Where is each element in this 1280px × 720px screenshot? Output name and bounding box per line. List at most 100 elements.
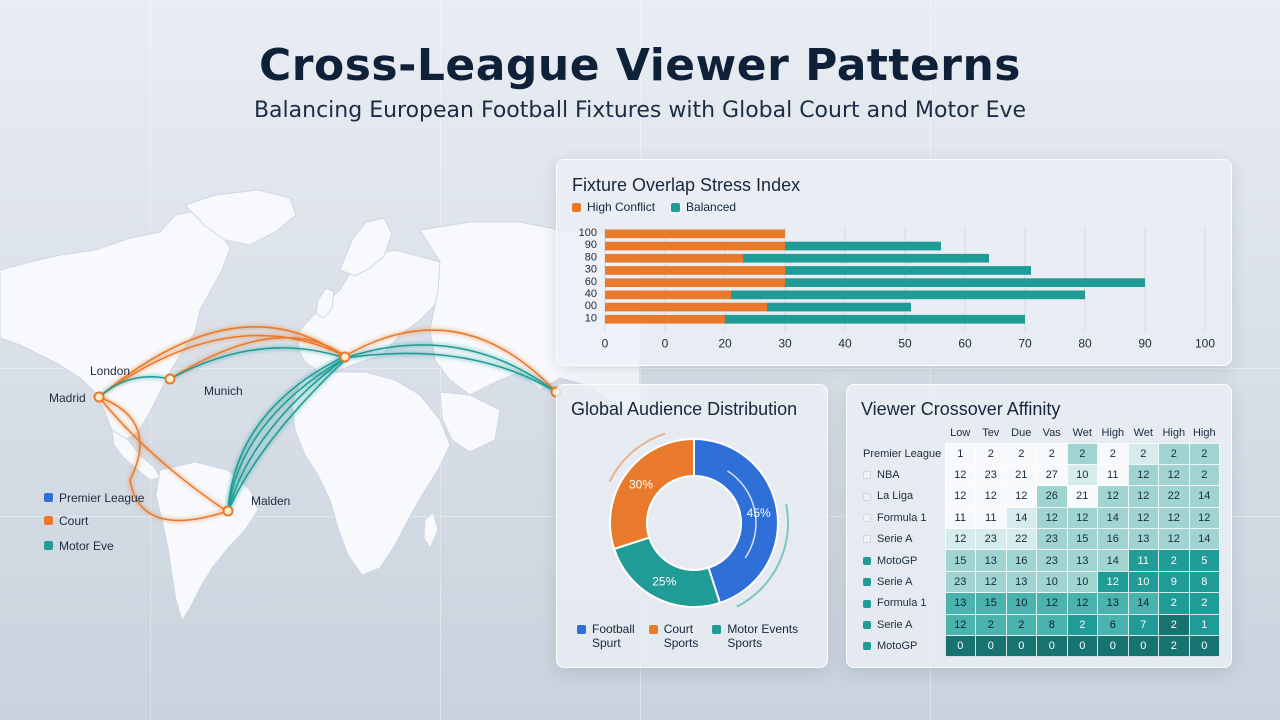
heatmap-cell: 2 bbox=[1066, 442, 1098, 465]
heatmap-cell: 0 bbox=[1127, 635, 1159, 658]
bar-high-conflict bbox=[605, 253, 743, 263]
bar-y-tick-label: 90 bbox=[585, 239, 597, 251]
route-orange bbox=[169, 336, 346, 380]
heatmap-row-label: NBA bbox=[877, 469, 900, 482]
heatmap-cell: 16 bbox=[1005, 549, 1037, 572]
heatmap-row-header: La Liga bbox=[861, 486, 945, 507]
greenland-shape bbox=[184, 189, 297, 246]
madagascar-shape bbox=[423, 511, 439, 550]
central-america-shape bbox=[111, 429, 161, 481]
bar-x-tick-label: 0 bbox=[662, 337, 669, 351]
donut-legend-item: Court Sports bbox=[648, 622, 698, 650]
city-label-munich: Munich bbox=[204, 384, 243, 398]
legend-swatch-orange bbox=[44, 516, 53, 525]
heatmap-row-label: MotoGP bbox=[877, 640, 918, 653]
bar-balanced bbox=[785, 278, 1145, 287]
heatmap-cell: 1 bbox=[1188, 613, 1220, 637]
bar-legend-label: Balanced bbox=[686, 200, 737, 214]
route-teal bbox=[98, 376, 171, 398]
heatmap-cell: 11 bbox=[1127, 549, 1159, 572]
heatmap-cell: 2 bbox=[1036, 442, 1068, 465]
heatmap-cell: 13 bbox=[1005, 570, 1037, 594]
heatmap-cell: 10 bbox=[1036, 570, 1068, 594]
africa-shape bbox=[291, 371, 451, 576]
heatmap-cell: 10 bbox=[1066, 570, 1098, 594]
heatmap-row-marker bbox=[863, 642, 871, 651]
map-legend-label: Court bbox=[59, 513, 89, 528]
heatmap-cell: 0 bbox=[944, 635, 976, 658]
heatmap-row-header: NBA bbox=[861, 464, 945, 485]
heatmap-cell: 12 bbox=[1005, 485, 1037, 508]
heatmap-cell: 27 bbox=[1036, 463, 1068, 487]
heatmap-row-header: Serie A bbox=[861, 571, 945, 592]
heatmap-cell: 13 bbox=[1066, 549, 1098, 572]
bar-x-tick-label: 90 bbox=[1138, 337, 1152, 351]
scandinavia-shape bbox=[339, 217, 393, 277]
donut-slice-label: 25% bbox=[652, 574, 676, 588]
heatmap-cell: 21 bbox=[1066, 485, 1098, 508]
heatmap-column-header: Due bbox=[1011, 426, 1032, 439]
map-legend-item: Premier League bbox=[44, 486, 144, 509]
heatmap-cell: 15 bbox=[944, 549, 976, 572]
donut-legend-label: Motor Events bbox=[727, 622, 799, 636]
heatmap-cell: 21 bbox=[1005, 463, 1037, 487]
heatmap-cell: 2 bbox=[975, 613, 1007, 637]
heatmap-cell: 10 bbox=[1005, 592, 1037, 615]
heatmap-cell: 2 bbox=[1066, 613, 1098, 637]
bar-high-conflict bbox=[605, 278, 785, 287]
heatmap-cell: 13 bbox=[1127, 528, 1159, 551]
heatmap-column-header: Vas bbox=[1042, 426, 1061, 439]
donut-legend-item: Football Spurt bbox=[577, 622, 635, 650]
donut-accent-arc bbox=[736, 504, 789, 608]
bar-balanced bbox=[725, 314, 1025, 324]
heatmap-row-header: MotoGP bbox=[861, 636, 945, 657]
heatmap-cell: 2 bbox=[1158, 613, 1190, 637]
bar-y-tick-label: 100 bbox=[579, 227, 597, 239]
bar-y-tick-label: 40 bbox=[585, 288, 597, 300]
heatmap-cell: 12 bbox=[944, 528, 976, 551]
route-teal bbox=[227, 359, 346, 512]
heatmap-row-marker bbox=[863, 471, 871, 480]
legend-swatch-teal bbox=[671, 202, 681, 212]
donut-accent-arc bbox=[727, 470, 757, 559]
heatmap-cell: 10 bbox=[1066, 463, 1098, 487]
donut-legend-label: Spurt bbox=[592, 636, 621, 650]
bar-high-conflict bbox=[605, 314, 725, 324]
map-legend: Premier League Court Motor Eve bbox=[44, 486, 144, 557]
heatmap-cell: 8 bbox=[1188, 570, 1220, 594]
legend-swatch-orange bbox=[648, 625, 658, 634]
heatmap-row-label: Premier League bbox=[863, 447, 942, 460]
map-legend-label: Motor Eve bbox=[59, 538, 114, 553]
heatmap-cell: 0 bbox=[1005, 635, 1037, 658]
heatmap-row: Premier League 1 2 2 2 2 2 2 2 2 bbox=[861, 442, 1220, 465]
heatmap-cell: 12 bbox=[944, 613, 976, 637]
heatmap-cell: 2 bbox=[1188, 463, 1220, 487]
city-node-madrid bbox=[93, 391, 105, 403]
heatmap-cell: 2 bbox=[1005, 442, 1037, 465]
heatmap-cell: 12 bbox=[1036, 506, 1068, 530]
heatmap-header-row: Low Tev Due Vas Wet High Wet High High bbox=[861, 423, 1220, 443]
uk-shape bbox=[315, 287, 335, 319]
heatmap-cell: 12 bbox=[1097, 570, 1129, 594]
fixture-overlap-panel: Fixture Overlap Stress Index High Confli… bbox=[556, 159, 1232, 366]
heatmap-row: NBA 12 23 21 27 10 11 12 12 2 bbox=[861, 463, 1220, 487]
bar-balanced bbox=[785, 241, 941, 251]
heatmap-cell: 12 bbox=[944, 463, 976, 487]
heatmap-cell: 12 bbox=[1066, 592, 1098, 615]
heatmap-cell: 11 bbox=[975, 506, 1007, 530]
page-subtitle: Balancing European Football Fixtures wit… bbox=[253, 98, 1027, 123]
bar-y-tick-label: 00 bbox=[585, 300, 597, 312]
heatmap-cell: 12 bbox=[1127, 506, 1159, 530]
heatmap-cell: 14 bbox=[1097, 549, 1129, 572]
background-gridline bbox=[0, 368, 1280, 369]
bar-balanced bbox=[785, 266, 1031, 275]
bar-y-tick-label: 80 bbox=[585, 251, 597, 263]
heatmap-cell: 12 bbox=[1158, 506, 1190, 530]
donut-legend: Football Spurt Court Sports Motor Events Sp… bbox=[577, 622, 812, 650]
heatmap-cell: 12 bbox=[1097, 485, 1129, 508]
viewer-crossover-panel: Viewer Crossover Affinity Low Tev Due Vas We… bbox=[846, 384, 1232, 668]
bar-y-tick-label: 60 bbox=[585, 276, 597, 288]
route-orange bbox=[98, 334, 346, 398]
city-label-malden: Malden bbox=[251, 494, 291, 508]
heatmap-cell: 7 bbox=[1127, 613, 1159, 637]
